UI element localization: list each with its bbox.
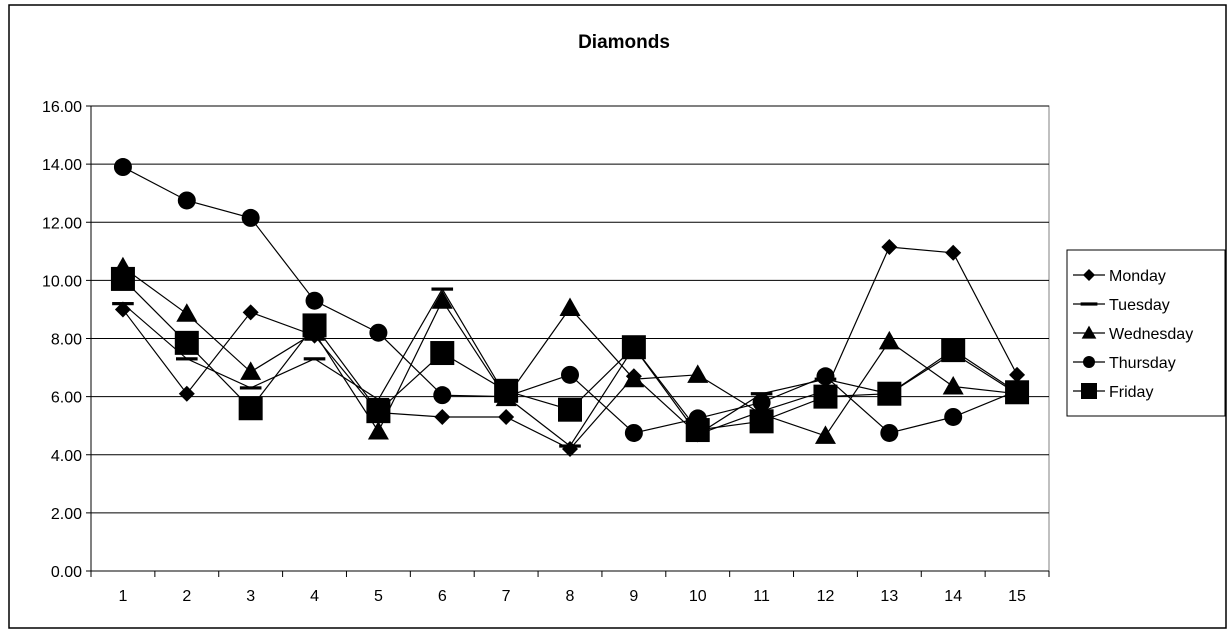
data-point-monday [881, 238, 898, 255]
data-point-thursday [752, 393, 771, 412]
legend-label: Wednesday [1109, 326, 1193, 343]
data-point-monday [434, 408, 451, 425]
legend-marker-monday [1083, 269, 1095, 281]
data-point-friday [621, 335, 646, 360]
legend-item-tuesday: Tuesday [1073, 297, 1170, 314]
legend-label: Thursday [1109, 355, 1176, 372]
data-point-wednesday [431, 290, 453, 309]
data-point-thursday [561, 365, 579, 384]
data-point-thursday [369, 323, 388, 342]
legend: Monday Tuesday Wednesday Thursday Friday [1066, 249, 1226, 417]
x-tick-label: 7 [502, 588, 511, 605]
data-point-wednesday [367, 421, 389, 440]
data-point-thursday [241, 208, 260, 227]
data-point-tuesday [303, 357, 326, 361]
data-point-thursday [177, 191, 196, 210]
data-point-tuesday [559, 444, 581, 448]
y-tick-label: 16.00 [42, 99, 82, 116]
data-point-friday [558, 397, 582, 422]
data-point-friday [302, 313, 327, 338]
data-point-wednesday [623, 368, 645, 388]
data-point-friday [813, 384, 838, 409]
x-tick-label: 3 [246, 588, 255, 605]
legend-marker-friday [1081, 383, 1097, 399]
data-point-thursday [880, 423, 899, 442]
data-point-thursday [624, 423, 643, 442]
axes: 0.00 2.00 4.00 6.00 8.00 10.00 12.00 14.00 16.00… [42, 99, 1050, 605]
data-point-friday [494, 378, 519, 403]
x-tick-label: 4 [310, 588, 319, 605]
data-point-thursday [816, 367, 835, 386]
data-point-friday [238, 396, 263, 421]
data-point-friday [430, 341, 455, 366]
data-point-tuesday [431, 287, 454, 291]
legend-item-friday: Friday [1073, 383, 1153, 401]
data-point-friday [174, 330, 199, 355]
legend-label: Tuesday [1109, 297, 1170, 314]
data-point-monday [178, 385, 195, 402]
data-point-wednesday [559, 297, 581, 316]
legend-marker-wednesday [1081, 325, 1097, 339]
legend-item-wednesday: Wednesday [1073, 325, 1193, 343]
series-friday [110, 266, 1030, 443]
data-point-wednesday [942, 375, 964, 395]
plot-area [90, 105, 1050, 572]
data-point-wednesday [814, 425, 836, 444]
data-point-monday [498, 408, 515, 425]
data-point-friday [685, 418, 710, 443]
y-tick-label: 14.00 [42, 157, 82, 174]
y-tick-label: 8.00 [51, 332, 82, 349]
data-point-thursday [113, 158, 132, 177]
legend-label: Friday [1109, 384, 1153, 401]
data-point-thursday [305, 291, 324, 310]
chart-title: Diamonds [578, 32, 670, 53]
y-tick-label: 10.00 [42, 273, 82, 290]
data-point-tuesday [239, 386, 262, 390]
legend-item-thursday: Thursday [1073, 355, 1176, 372]
x-tick-label: 5 [374, 588, 383, 605]
x-tick-label: 11 [753, 588, 770, 605]
x-tick-label: 12 [817, 588, 835, 605]
data-point-friday [877, 381, 902, 406]
x-tick-label: 1 [118, 588, 127, 605]
data-point-wednesday [878, 330, 900, 350]
y-tick-label: 0.00 [51, 564, 82, 581]
data-point-wednesday [687, 364, 709, 383]
data-point-wednesday [176, 303, 198, 322]
data-point-wednesday [240, 361, 262, 380]
x-tick-label: 13 [880, 588, 898, 605]
y-tick-label: 6.00 [51, 390, 82, 407]
y-tick-label: 4.00 [51, 448, 82, 465]
data-point-friday [366, 399, 391, 424]
data-point-friday [749, 409, 774, 434]
x-tick-label: 15 [1008, 588, 1026, 605]
legend-label: Monday [1109, 268, 1166, 285]
data-point-thursday [944, 407, 963, 426]
y-tick-label: 2.00 [51, 506, 82, 523]
x-tick-label: 8 [566, 588, 575, 605]
x-tick-label: 2 [182, 588, 191, 605]
series-group [110, 158, 1030, 457]
data-point-monday [114, 301, 131, 318]
data-point-friday [110, 266, 135, 291]
legend-item-monday: Monday [1073, 268, 1166, 285]
data-point-monday [242, 304, 259, 321]
data-point-monday [1009, 366, 1026, 383]
legend-marker-thursday [1083, 356, 1095, 368]
legend-marker-tuesday [1080, 302, 1098, 306]
y-tick-label: 12.00 [42, 215, 82, 232]
data-point-friday [941, 338, 966, 363]
data-point-tuesday [112, 302, 134, 306]
x-tick-label: 14 [944, 588, 962, 605]
x-tick-label: 9 [629, 588, 638, 605]
data-point-tuesday [176, 357, 198, 361]
data-point-thursday [433, 386, 452, 405]
data-point-friday [1005, 380, 1030, 405]
data-point-monday [945, 244, 962, 261]
x-tick-label: 10 [689, 588, 707, 605]
x-tick-label: 6 [438, 588, 447, 605]
